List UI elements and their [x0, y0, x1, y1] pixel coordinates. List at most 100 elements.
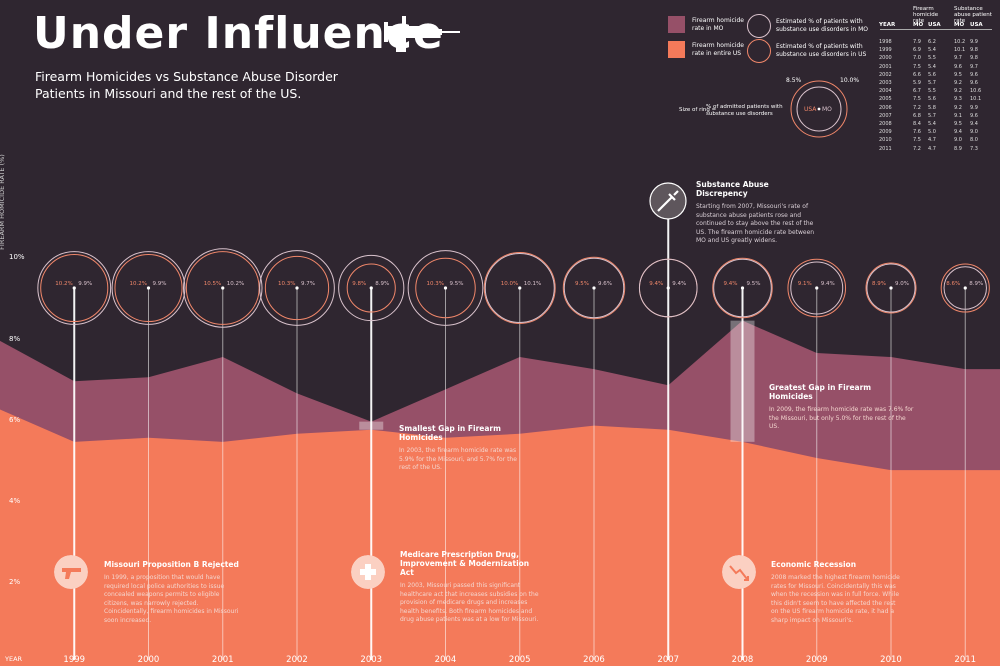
table-cell: 5.7 — [928, 80, 936, 86]
table-cell: 9.8 — [970, 47, 978, 54]
y-tick: 8% — [9, 335, 21, 343]
ring-label-mo: 9.9% — [152, 281, 167, 287]
ring-label-us: 8.6% — [946, 281, 961, 287]
table-cell: 9.2 — [954, 80, 962, 86]
ring-example-left: 8.5% — [786, 77, 802, 84]
table-cell: 5.4 — [928, 121, 936, 127]
x-tick: 2010 — [880, 655, 902, 665]
annotation-greatest-gap-body: In 2009, the firearm homicide rate was 7… — [769, 406, 914, 430]
ring-label-us: 10.5% — [203, 281, 222, 287]
table-cell: 9.9 — [970, 104, 978, 111]
table-cell: 5.6 — [928, 96, 936, 103]
legend-label-us: Firearm homicide rate in entire US — [692, 42, 744, 57]
table-group-substance: Substance abuse patient rate — [954, 6, 992, 24]
ring-label-mo: 10.1% — [523, 281, 542, 287]
ring-mo-2003 — [338, 254, 405, 322]
table-cell: 1998 — [879, 39, 892, 45]
table-cell: 2000 — [879, 55, 892, 62]
table-us-header-1: USA — [928, 22, 941, 28]
ring-mo-2004 — [407, 250, 484, 326]
ring-example-us: USA — [804, 106, 817, 113]
table-cell: 7.5 — [913, 137, 921, 144]
table-cell: 9.9 — [970, 39, 978, 45]
legend-example-ring-us — [790, 80, 848, 138]
legend-swatch-mo — [668, 16, 685, 33]
annotation-greatest-gap-title: Greatest Gap in Firearm Homicides — [769, 383, 872, 401]
x-tick: 2003 — [360, 655, 383, 665]
ring-label-us: 10.2% — [55, 281, 73, 287]
x-tick: 1999 — [63, 655, 86, 665]
ring-label-us: 9.1% — [797, 281, 812, 287]
y-tick: 6% — [9, 416, 21, 424]
ring-mo-2011 — [943, 266, 987, 310]
annotation-substance: Substance Abuse Discrepency Starting fro… — [696, 180, 816, 246]
ring-label-mo: 10.2% — [226, 281, 245, 287]
table-cell: 6.6 — [913, 71, 921, 78]
table-cell: 10.2 — [954, 39, 966, 45]
ring-mo-2008 — [713, 258, 772, 318]
annotation-smallest-gap-title: Smallest Gap in Firearm Homicides — [399, 424, 501, 442]
ring-size-label: Size of ring = — [679, 107, 717, 113]
annotation-prop-b-body: In 1999, a proposition that would have r… — [104, 574, 239, 624]
y-axis-title: FIREARM HOMICIDE RATE (%) — [0, 154, 6, 250]
ring-us-2006 — [562, 256, 626, 320]
annotation-recession-title: Economic Recession — [771, 560, 857, 569]
table-cell: 8.9 — [954, 145, 962, 152]
table-cell: 6.8 — [913, 112, 921, 119]
legend-ring-us-label: Estimated % of patients with substance u… — [776, 43, 867, 58]
x-tick: 2004 — [434, 655, 457, 665]
ring-center-2009 — [815, 286, 819, 290]
table-cell: 6.7 — [913, 88, 921, 95]
table-cell: 9.0 — [970, 129, 978, 136]
table-cell: 9.0 — [954, 137, 962, 144]
ring-label-mo: 9.4% — [672, 281, 687, 287]
annotation-prop-b: Missouri Proposition B Rejected In 1999,… — [104, 560, 240, 625]
table-cell: 6.2 — [928, 39, 936, 45]
ring-example-mo: MO — [822, 106, 832, 113]
annotation-prop-b-title: Missouri Proposition B Rejected — [104, 560, 239, 569]
ring-label-mo: 8.9% — [969, 281, 984, 287]
page-title: Under Influence — [33, 8, 444, 59]
ring-label-mo: 9.9% — [78, 281, 93, 287]
table-cell: 9.4 — [954, 129, 962, 136]
table-cell: 9.2 — [954, 104, 962, 111]
ring-label-us: 10.2% — [129, 281, 147, 287]
table-cell: 9.5 — [954, 71, 962, 78]
table-cell: 6.9 — [913, 47, 921, 54]
ring-center-2004 — [443, 286, 448, 290]
legend-swatch-us — [668, 41, 685, 58]
table-cell: 10.1 — [954, 47, 966, 54]
gun-icon — [54, 555, 88, 589]
ring-us-2008 — [712, 257, 773, 319]
annotation-substance-body: Starting from 2007, Missouri's rate of s… — [696, 203, 815, 244]
table-cell: 9.8 — [970, 55, 978, 62]
table-header-rule — [880, 29, 992, 30]
table-cell: 2005 — [879, 96, 892, 103]
ring-label-us: 9.5% — [575, 281, 589, 287]
ring-mo-2000 — [111, 251, 186, 325]
table-cell: 9.5 — [954, 121, 962, 127]
annotation-recession-body: 2008 marked the highest firearm homicide… — [771, 574, 900, 624]
syringe-gun-icon — [384, 16, 460, 52]
ring-example-right: 10.0% — [840, 77, 860, 84]
table-cell: 9.6 — [970, 80, 978, 86]
table-cell: 5.9 — [913, 80, 921, 86]
legend-ring-mo-label: Estimated % of patients with substance u… — [776, 18, 869, 33]
ring-us-2011 — [940, 263, 990, 313]
table-cell: 10.1 — [970, 96, 982, 103]
ring-mo-2009 — [790, 261, 844, 315]
annotation-greatest-gap: Greatest Gap in Firearm Homicides In 200… — [769, 383, 915, 432]
x-tick: 2009 — [805, 655, 828, 665]
table-group-homicide: Firearm homicide rate — [913, 6, 939, 24]
ring-label-mo: 9.5% — [746, 281, 761, 287]
ring-label-us: 9.4% — [723, 281, 738, 287]
ring-center-2011 — [963, 286, 967, 290]
ring-center-1999 — [72, 286, 76, 290]
table-cell: 10.6 — [970, 88, 982, 95]
table-cell: 2009 — [879, 129, 892, 136]
ring-us-2005 — [483, 252, 556, 324]
table-cell: 9.4 — [970, 121, 978, 127]
annotation-medicare-body: In 2003, Missouri passed this significan… — [400, 582, 539, 623]
ring-label-mo: 9.6% — [598, 281, 612, 287]
